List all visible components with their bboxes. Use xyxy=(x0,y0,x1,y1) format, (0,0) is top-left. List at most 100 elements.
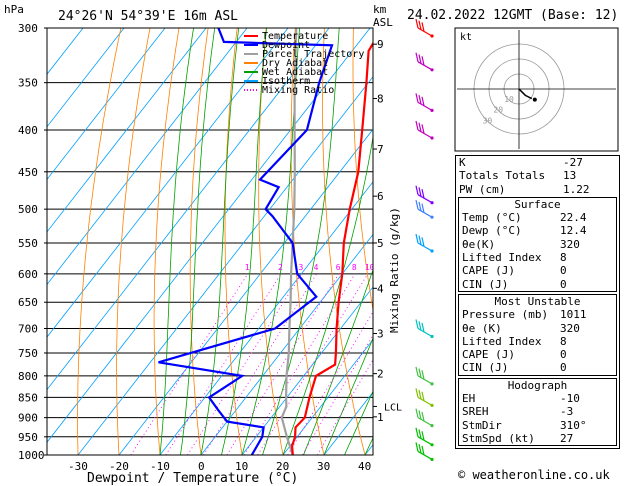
hodograph-index-name: SREH xyxy=(462,405,489,419)
hodograph-index-name: StmDir xyxy=(462,418,502,432)
wind-barb-flag xyxy=(415,233,419,244)
pressure-tick-label: 1000 xyxy=(18,449,45,462)
pressure-tick-label: 850 xyxy=(18,391,38,404)
hodograph-ring-label: 20 xyxy=(493,106,503,115)
most-unstable-index-name: CIN (J) xyxy=(462,361,509,375)
mixing-ratio-line xyxy=(302,334,373,455)
wind-barb-flag xyxy=(418,389,422,400)
general-index-value: 13 xyxy=(563,169,577,183)
wind-barbs xyxy=(415,18,434,462)
most-unstable-index-name: θe (K) xyxy=(462,321,502,335)
hodograph-trace xyxy=(518,88,533,100)
dry-adiabat-line xyxy=(189,28,209,455)
surface-index-row: CIN (J) 0 xyxy=(459,278,616,291)
datetime-title: 24.02.2022 12GMT (Base: 12) xyxy=(407,8,618,23)
wet-adiabat-line xyxy=(180,28,216,455)
most-unstable-index-row: Lifted Index 8 xyxy=(459,335,616,348)
hodograph-ring-label: 10 xyxy=(504,95,514,104)
mixing-ratio-tick-label: 25 xyxy=(421,263,431,272)
most-unstable-index-row: θe (K) 320 xyxy=(459,322,616,335)
wind-barb-flag xyxy=(415,200,419,210)
mixing-ratio-line xyxy=(287,311,373,455)
legend-label: Temperature xyxy=(262,31,328,42)
wind-barb-flag xyxy=(421,411,425,422)
mixing-ratio-tick-label: 2 xyxy=(278,263,283,272)
temperature-tick-label: 10 xyxy=(235,460,248,473)
surface-index-value: 320 xyxy=(560,237,580,251)
km-tick-label: 3 xyxy=(377,328,384,341)
wind-barb-base xyxy=(430,403,434,407)
mixing-ratio-tick-label: 20 xyxy=(407,263,417,272)
legend-label: Mixing Ratio xyxy=(262,85,334,96)
surface-index-value: 22.4 xyxy=(560,211,587,225)
mixing-ratio-line xyxy=(165,273,282,455)
wind-barb-base xyxy=(430,443,434,447)
wind-barb-flag xyxy=(418,429,422,439)
most-unstable-index-row: Pressure (mb) 1011 xyxy=(459,308,616,321)
legend-label: Isotherm xyxy=(262,76,310,87)
location-title: 24°26'N 54°39'E 16m ASL xyxy=(58,9,238,24)
surface-index-row: Dewp (°C) 12.4 xyxy=(459,224,616,237)
general-index-name: K xyxy=(459,156,466,169)
pressure-tick-label: 700 xyxy=(18,323,38,336)
mixing-ratio-line xyxy=(226,273,340,455)
temperature-line xyxy=(290,41,373,455)
wind-barb xyxy=(417,375,433,385)
pressure-tick-label: 750 xyxy=(18,347,38,360)
dry-adiabat-line xyxy=(258,28,284,455)
wind-barb-flag xyxy=(421,322,425,333)
legend-label: Dewpoint xyxy=(262,40,310,51)
wind-barb-base xyxy=(430,334,434,339)
hodograph-index-value: 310° xyxy=(560,418,587,432)
km-tick-label: 5 xyxy=(377,237,384,250)
hodograph-index-row: EH -10 xyxy=(459,392,616,405)
km-tick-label: 9 xyxy=(377,38,384,51)
plot-area: 1 2 3 4 6 8 10 16 20 25 xyxy=(47,28,431,455)
wet-adiabat-line xyxy=(323,337,373,455)
most-unstable-index-value: 320 xyxy=(560,321,580,335)
wind-barb-base xyxy=(430,424,434,428)
temperature-tick-label: -30 xyxy=(68,460,88,473)
surface-index-name: CAPE (J) xyxy=(462,264,515,278)
wind-barb-flag xyxy=(418,122,422,132)
wind-barb-flag xyxy=(415,120,419,131)
wind-barb-flag xyxy=(421,56,425,66)
wind-barb-flag xyxy=(418,20,422,30)
credit-text: © weatheronline.co.uk xyxy=(458,468,610,482)
wet-adiabat-line xyxy=(303,268,373,455)
wind-barb xyxy=(417,61,433,71)
surface-index-row: Temp (°C) 22.4 xyxy=(459,211,616,224)
general-index-row: PW (cm) 1.22 xyxy=(456,183,619,196)
temperature-tick-label: -10 xyxy=(150,460,170,473)
general-index-row: K -27 xyxy=(456,156,619,169)
wind-barb-flag xyxy=(421,391,425,401)
hodograph-frame xyxy=(454,27,619,152)
dry-adiabat-line xyxy=(116,28,151,455)
most-unstable-section: Most Unstable Pressure (mb) 1011 θe (K) 320… xyxy=(458,293,617,376)
wind-barb xyxy=(417,242,433,252)
general-index-row: Totals Totals 13 xyxy=(456,169,619,182)
most-unstable-index-name: Lifted Index xyxy=(462,334,542,348)
most-unstable-index-name: CAPE (J) xyxy=(462,348,515,362)
mixing-ratio-line xyxy=(203,273,317,455)
wind-barb-base xyxy=(430,249,434,253)
mixing-ratio-tick-label: 6 xyxy=(336,263,341,272)
surface-index-name: Temp (°C) xyxy=(462,211,522,225)
most-unstable-index-value: 0 xyxy=(560,361,567,375)
mixing-ratio-line xyxy=(243,273,356,455)
wind-barb-base xyxy=(430,136,434,140)
wind-barb-flag xyxy=(415,427,419,437)
km-tick-label: 4 xyxy=(377,282,384,295)
general-index-name: PW (cm) xyxy=(459,182,506,196)
mixing-ratio-tick-label: 1 xyxy=(245,263,250,272)
surface-index-row: CAPE (J) 0 xyxy=(459,264,616,277)
surface-index-value: 12.4 xyxy=(560,224,587,238)
wind-barb xyxy=(417,396,433,406)
pressure-tick-label: 350 xyxy=(18,77,38,90)
general-index-value: 1.22 xyxy=(563,182,590,196)
wind-barb-base xyxy=(430,34,434,38)
temperature-tick-label: -20 xyxy=(109,460,129,473)
temperature-tick-label: 0 xyxy=(198,460,205,473)
lcl-label: LCL xyxy=(384,402,402,413)
